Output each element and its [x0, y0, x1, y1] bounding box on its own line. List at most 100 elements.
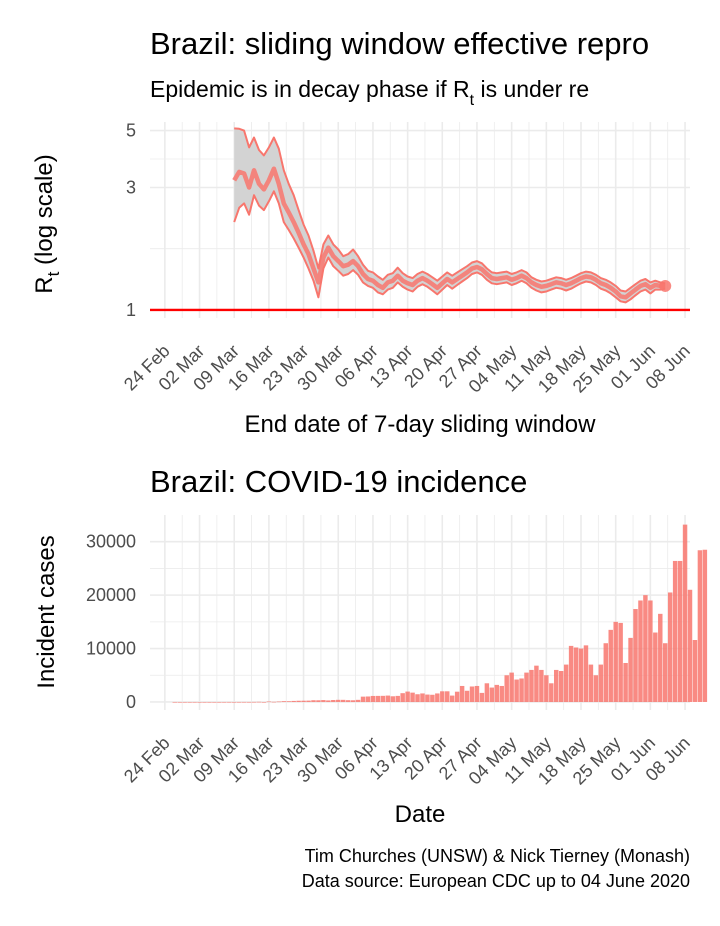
incidence-bar: [217, 701, 222, 703]
incidence-bar: [212, 701, 217, 703]
incidence-bar: [435, 693, 440, 702]
rt-ribbon-area: [234, 128, 666, 303]
incidence-bar: [440, 691, 445, 702]
incidence-bar: [365, 696, 371, 702]
incidence-bar: [306, 700, 311, 702]
rt-latest-point: [659, 279, 672, 292]
incidence-bar: [420, 693, 425, 702]
incidence-bar: [489, 687, 495, 702]
incidence-bar: [677, 560, 683, 702]
incidence-bar: [326, 700, 331, 702]
rt-x-axis-title: End date of 7-day sliding window: [245, 411, 597, 438]
incidence-bar: [539, 669, 544, 702]
incidence-bar: [459, 685, 465, 702]
incidence-bar: [197, 701, 202, 703]
incidence-bar: [301, 700, 306, 702]
incidence-bar: [261, 701, 267, 703]
incidence-bar: [340, 699, 346, 702]
incidence-bar: [336, 699, 341, 702]
incidence-bar: [593, 675, 599, 702]
incidence-bar: [385, 695, 391, 702]
incidence-bar: [573, 647, 579, 702]
incidence-bar: [445, 691, 450, 702]
incidence-bar: [370, 695, 376, 702]
incidence-bar: [360, 696, 366, 702]
incidence-bar: [241, 701, 247, 703]
incidence-bar: [449, 695, 455, 702]
incidence-bar: [618, 622, 623, 702]
incidence-bar: [380, 695, 386, 702]
incidence-bar: [172, 701, 177, 703]
incidence-bar: [534, 665, 539, 702]
incidence-bar: [583, 645, 589, 702]
incidence-bar: [568, 645, 574, 702]
incidence-y-tick-label: 10000: [86, 639, 136, 659]
incidence-bar: [484, 683, 490, 702]
incidence-bar: [554, 669, 559, 702]
incidence-bar: [177, 701, 182, 703]
rt-y-tick-label: 1: [126, 300, 136, 320]
incidence-bar: [608, 629, 613, 702]
incidence-bar: [643, 595, 648, 702]
incidence-bar: [638, 600, 643, 702]
incidence-bar: [499, 685, 504, 702]
incidence-bar: [667, 592, 673, 702]
incidence-bar: [286, 701, 291, 702]
incidence-bar: [430, 694, 435, 702]
incidence-x-axis-title: Date: [395, 801, 446, 828]
incidence-bar: [375, 695, 381, 702]
incidence-bar: [182, 701, 187, 703]
incidence-bars: [172, 524, 708, 703]
rt-upper-bound-line: [234, 127, 666, 293]
rt-y-tick-label: 5: [126, 121, 136, 141]
incidence-bar: [231, 701, 237, 703]
incidence-bar: [558, 671, 564, 702]
incidence-bar: [578, 648, 584, 702]
incidence-bar: [202, 701, 207, 703]
incidence-chart-title: Brazil: COVID-19 incidence: [150, 464, 527, 499]
incidence-bar: [504, 675, 509, 702]
incidence-bar: [702, 549, 708, 702]
incidence-bar: [321, 700, 326, 702]
rt-confidence-ribbon: [234, 128, 666, 303]
incidence-y-tick-label: 30000: [86, 532, 136, 552]
incidence-bar: [687, 589, 693, 702]
incidence-bar: [331, 700, 336, 702]
incidence-bar: [410, 692, 415, 702]
rt-chart-subtitle: Epidemic is in decay phase if Rt is unde…: [150, 76, 589, 109]
incidence-bar: [187, 701, 192, 703]
incidence-bar: [251, 701, 257, 703]
rt-y-axis-title: Rt (log scale): [31, 154, 63, 293]
incidence-bar: [425, 694, 430, 702]
incidence-bar: [479, 692, 485, 702]
incidence-bar: [345, 700, 351, 702]
incidence-bar: [514, 679, 519, 702]
incidence-bar: [311, 700, 316, 702]
incidence-bar: [658, 613, 663, 702]
rt-lower-bound-line: [233, 190, 666, 304]
incidence-bar: [271, 701, 277, 703]
incidence-y-axis-ticks: 0 10000 20000 30000: [86, 532, 136, 712]
incidence-bar: [246, 701, 252, 703]
incidence-bar: [415, 694, 420, 702]
caption-authors: Tim Churches (UNSW) & Nick Tierney (Mona…: [305, 846, 690, 866]
incidence-y-axis-title: Incident cases: [33, 535, 60, 688]
incidence-bar: [405, 691, 410, 702]
incidence-bar: [355, 699, 361, 702]
rt-series-lines: [150, 127, 690, 312]
incidence-bar: [236, 701, 242, 703]
incidence-bar: [633, 609, 638, 702]
rt-estimate-line: [232, 166, 666, 300]
incidence-bar: [549, 683, 554, 702]
rt-y-tick-label: 3: [126, 177, 136, 197]
incidence-y-tick-label: 0: [126, 692, 136, 712]
incidence-bar: [390, 696, 395, 702]
incidence-bar: [192, 701, 197, 703]
incidence-bar: [613, 621, 618, 702]
incidence-bar: [648, 600, 653, 702]
incidence-bar: [256, 701, 262, 703]
incidence-bar: [281, 701, 286, 702]
